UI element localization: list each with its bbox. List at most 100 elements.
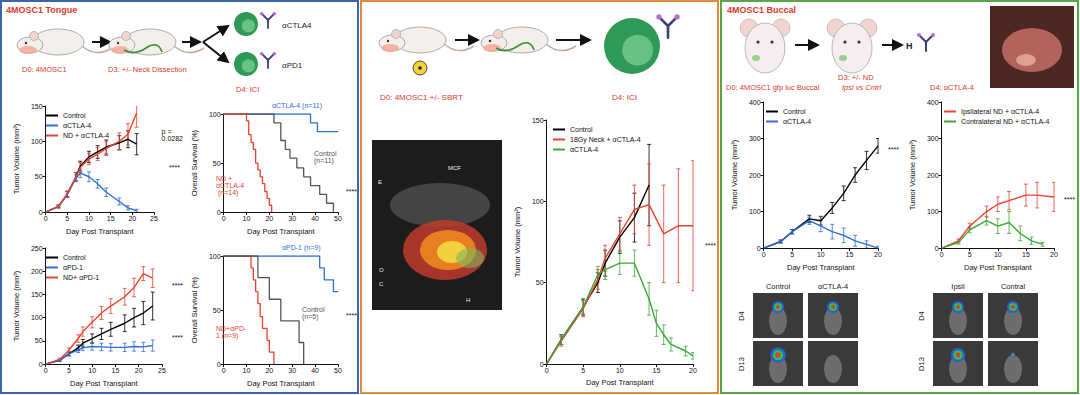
svg-text:Control: Control <box>314 150 339 157</box>
svg-text:40: 40 <box>311 215 319 222</box>
svg-text:200: 200 <box>749 172 761 179</box>
svg-text:15: 15 <box>112 367 120 374</box>
svg-text:Day Post Transplant: Day Post Transplant <box>787 263 855 272</box>
svg-text:10: 10 <box>243 215 251 222</box>
svg-text:4MOSC1 Buccal: 4MOSC1 Buccal <box>727 5 796 15</box>
svg-text:Control: Control <box>766 282 791 291</box>
svg-text:D3: +/- ND: D3: +/- ND <box>838 73 874 82</box>
svg-text:20: 20 <box>689 367 697 374</box>
svg-text:5: 5 <box>67 367 71 374</box>
svg-text:50: 50 <box>536 279 544 286</box>
svg-text:200: 200 <box>927 172 939 179</box>
svg-text:50: 50 <box>35 337 43 344</box>
svg-text:10: 10 <box>85 215 93 222</box>
svg-text:H: H <box>466 297 470 303</box>
svg-text:Day Post Transplant: Day Post Transplant <box>247 227 315 236</box>
svg-text:300: 300 <box>927 135 939 142</box>
svg-text:Overall Survival (%): Overall Survival (%) <box>190 276 199 343</box>
svg-text:25: 25 <box>150 215 158 222</box>
svg-text:15: 15 <box>107 215 115 222</box>
svg-text:D4: D4 <box>917 311 926 321</box>
svg-text:C: C <box>379 281 384 287</box>
svg-text:****: **** <box>1064 196 1075 203</box>
svg-text:100: 100 <box>31 314 43 321</box>
svg-text:10: 10 <box>817 251 825 258</box>
svg-text:20: 20 <box>874 251 882 258</box>
svg-text:400: 400 <box>927 99 939 106</box>
svg-text:0: 0 <box>540 361 544 368</box>
svg-text:D0: 4MOSC1 +/- SBRT: D0: 4MOSC1 +/- SBRT <box>380 93 463 102</box>
svg-text:ND +: ND + <box>216 175 234 182</box>
svg-text:αPD-1 (n=9): αPD-1 (n=9) <box>282 244 320 252</box>
svg-text:0: 0 <box>935 245 939 252</box>
svg-text:15: 15 <box>652 367 660 374</box>
svg-text:150: 150 <box>532 117 544 124</box>
svg-text:D4: αCTLA-4: D4: αCTLA-4 <box>930 83 974 92</box>
svg-text:5: 5 <box>581 367 585 374</box>
svg-text:Ipsilateral ND + αCTLA-4: Ipsilateral ND + αCTLA-4 <box>961 108 1039 116</box>
svg-text:100: 100 <box>209 253 221 260</box>
svg-text:(n=5): (n=5) <box>302 313 319 321</box>
svg-text:200: 200 <box>31 268 43 275</box>
svg-text:30: 30 <box>288 215 296 222</box>
svg-text:50: 50 <box>213 160 221 167</box>
svg-text:αCTLA-4: αCTLA-4 <box>570 146 598 153</box>
svg-text:0: 0 <box>940 251 944 258</box>
svg-text:100: 100 <box>209 111 221 118</box>
svg-text:15: 15 <box>845 251 853 258</box>
svg-text:0: 0 <box>39 361 43 368</box>
svg-text:20: 20 <box>135 367 143 374</box>
svg-text:Tumor Volume (mm³): Tumor Volume (mm³) <box>908 139 917 210</box>
svg-text:Day Post Transplant: Day Post Transplant <box>70 379 138 388</box>
svg-text:Tumor Volume (mm³): Tumor Volume (mm³) <box>730 139 739 210</box>
svg-text:****: **** <box>888 146 899 153</box>
svg-text:Day Post Transplant: Day Post Transplant <box>247 379 315 388</box>
svg-text:****: **** <box>172 334 183 341</box>
svg-text:αCTLA-4: αCTLA-4 <box>818 282 848 291</box>
svg-text:0: 0 <box>39 209 43 216</box>
svg-text:0: 0 <box>217 361 221 368</box>
svg-text:1 (n=9): 1 (n=9) <box>216 332 238 340</box>
svg-text:0: 0 <box>222 367 226 374</box>
svg-text:Contralateral ND + αCTLA-4: Contralateral ND + αCTLA-4 <box>961 118 1049 125</box>
svg-text:0: 0 <box>217 209 221 216</box>
svg-text:50: 50 <box>334 215 342 222</box>
svg-text:ND + αCTLA-4: ND + αCTLA-4 <box>63 132 109 139</box>
svg-text:Day Post Transplant: Day Post Transplant <box>66 227 134 236</box>
svg-text:0: 0 <box>44 215 48 222</box>
svg-text:5: 5 <box>790 251 794 258</box>
svg-text:αPD-1: αPD-1 <box>63 264 83 271</box>
svg-text:****: **** <box>705 242 716 249</box>
svg-text:5: 5 <box>968 251 972 258</box>
svg-text:Control: Control <box>570 126 593 133</box>
svg-text:D4: ICI: D4: ICI <box>612 93 637 102</box>
svg-text:D0: 4MOSC1: D0: 4MOSC1 <box>22 65 67 74</box>
svg-text:Control: Control <box>783 108 806 115</box>
svg-text:H: H <box>906 41 913 51</box>
svg-text:100: 100 <box>927 208 939 215</box>
svg-text:18Gy Neck + αCTLA-4: 18Gy Neck + αCTLA-4 <box>570 136 641 144</box>
svg-text:Day Post Transplant: Day Post Transplant <box>964 263 1032 272</box>
svg-text:40: 40 <box>311 367 319 374</box>
svg-text:D0: 4MOSC1 gfp luc Buccal: D0: 4MOSC1 gfp luc Buccal <box>726 83 820 92</box>
svg-text:50: 50 <box>334 367 342 374</box>
svg-text:D13: D13 <box>917 357 926 371</box>
svg-text:10: 10 <box>88 367 96 374</box>
svg-text:400: 400 <box>749 99 761 106</box>
svg-text:****: **** <box>346 312 357 319</box>
svg-text:****: **** <box>346 188 357 195</box>
svg-text:αCTLA-4: αCTLA-4 <box>783 118 811 125</box>
svg-text:O: O <box>379 267 384 273</box>
svg-text:100: 100 <box>532 198 544 205</box>
svg-text:5: 5 <box>65 215 69 222</box>
svg-text:0: 0 <box>545 367 549 374</box>
svg-text:D3: +/- Neck Dissection: D3: +/- Neck Dissection <box>108 65 187 74</box>
svg-text:10: 10 <box>994 251 1002 258</box>
svg-text:250: 250 <box>31 245 43 252</box>
svg-text:****: **** <box>172 282 183 289</box>
svg-text:0: 0 <box>222 215 226 222</box>
svg-text:Control: Control <box>302 306 327 313</box>
svg-text:50: 50 <box>35 173 43 180</box>
svg-text:Ipsil: Ipsil <box>951 282 965 291</box>
svg-text:15: 15 <box>1022 251 1030 258</box>
